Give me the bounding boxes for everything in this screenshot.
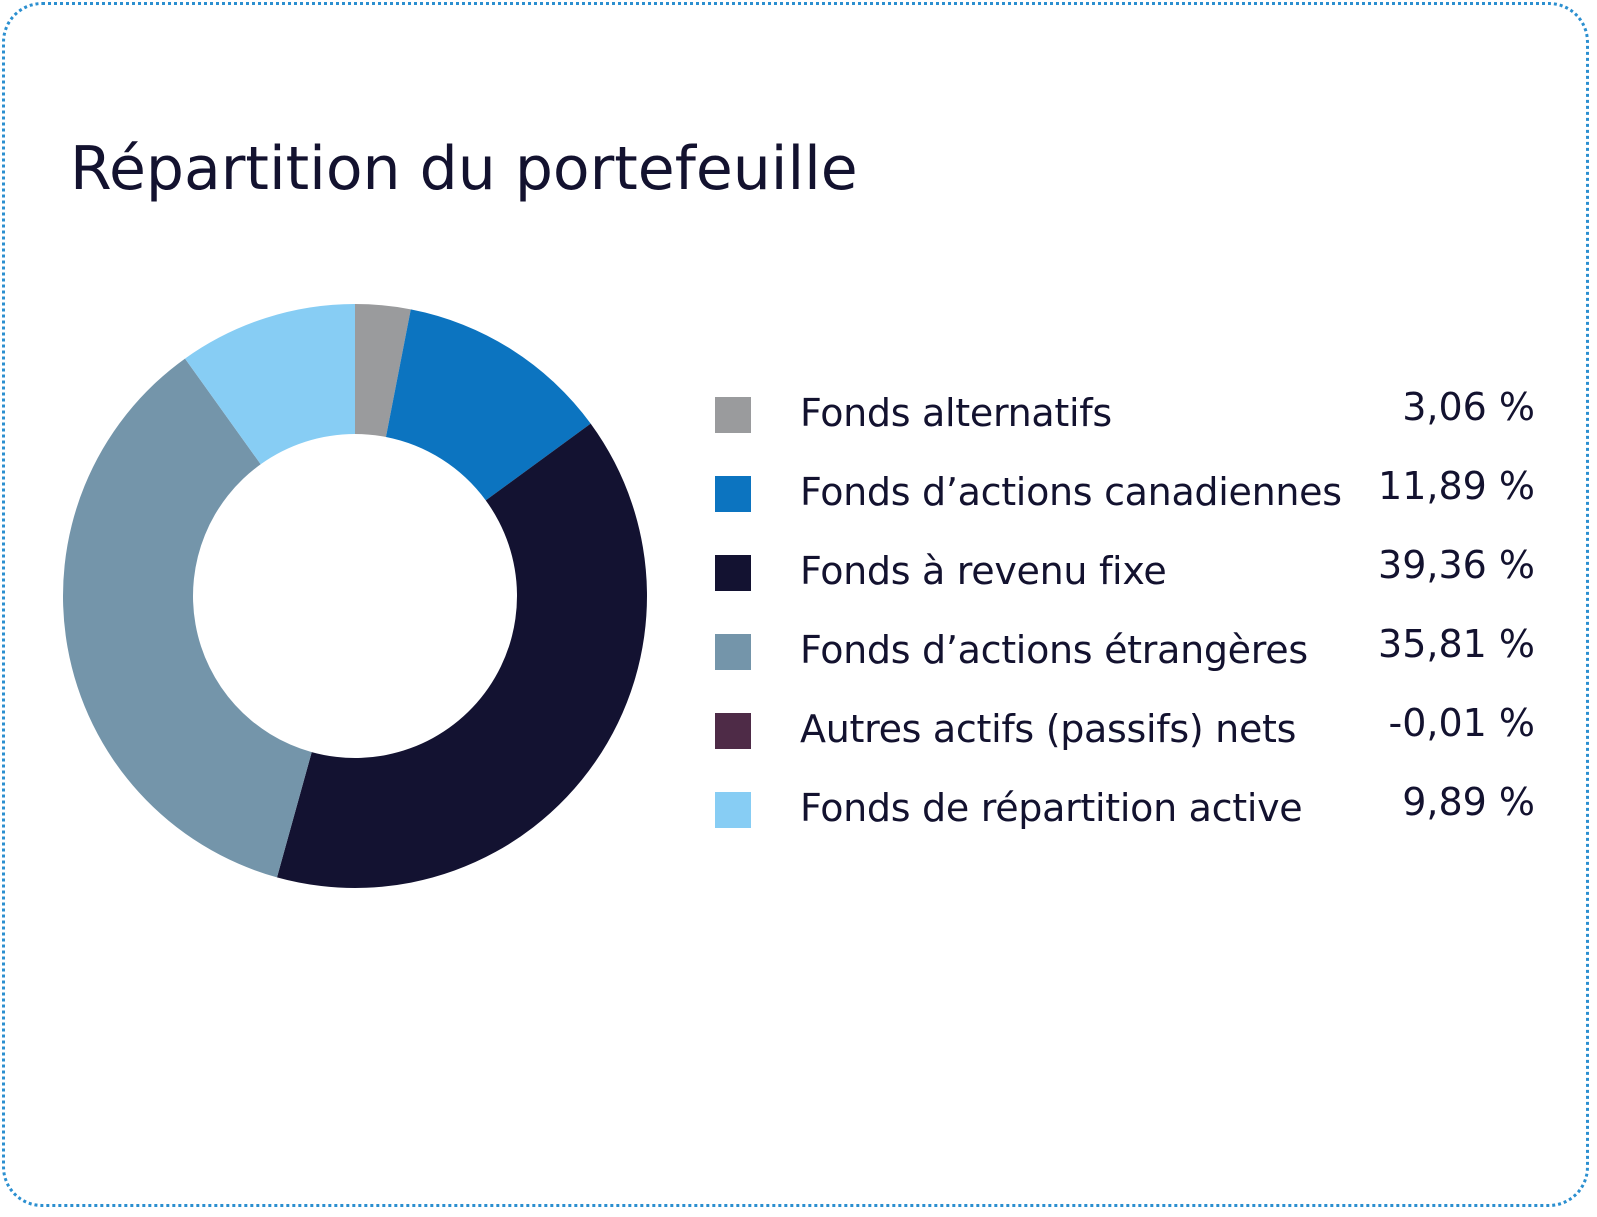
donut-slice-3 — [276, 423, 647, 888]
legend-label: Autres actifs (passifs) nets — [800, 707, 1297, 751]
legend-item: Fonds d’actions canadiennes 11,89 % — [715, 464, 1535, 543]
legend-swatch — [715, 397, 751, 433]
chart-legend: Fonds alternatifs 3,06 % Fonds d’actions c… — [715, 385, 1535, 859]
legend-label: Fonds à revenu fixe — [800, 549, 1167, 593]
donut-slice-6 — [185, 304, 355, 465]
legend-swatch — [715, 713, 751, 749]
legend-swatch — [715, 555, 751, 591]
legend-item: Fonds à revenu fixe 39,36 % — [715, 543, 1535, 622]
legend-value: -0,01 % — [1388, 701, 1535, 745]
chart-title: Répartition du portefeuille — [70, 134, 858, 204]
legend-value: 35,81 % — [1378, 622, 1535, 666]
legend-swatch — [715, 792, 751, 828]
legend-label: Fonds de répartition active — [800, 786, 1303, 830]
legend-label: Fonds d’actions étrangères — [800, 628, 1308, 672]
legend-value: 9,89 % — [1402, 780, 1535, 824]
legend-value: 11,89 % — [1378, 464, 1535, 508]
legend-item: Fonds d’actions étrangères 35,81 % — [715, 622, 1535, 701]
legend-swatch — [715, 634, 751, 670]
donut-chart — [62, 304, 647, 888]
donut-slice-4 — [62, 358, 312, 878]
legend-value: 39,36 % — [1378, 543, 1535, 587]
donut-slice-2 — [385, 309, 591, 501]
donut-slice-1 — [355, 304, 411, 437]
legend-swatch — [715, 476, 751, 512]
legend-item: Fonds alternatifs 3,06 % — [715, 385, 1535, 464]
legend-value: 3,06 % — [1402, 385, 1535, 429]
legend-label: Fonds d’actions canadiennes — [800, 470, 1342, 514]
legend-item: Fonds de répartition active 9,89 % — [715, 780, 1535, 859]
legend-item: Autres actifs (passifs) nets -0,01 % — [715, 701, 1535, 780]
legend-label: Fonds alternatifs — [800, 391, 1112, 435]
